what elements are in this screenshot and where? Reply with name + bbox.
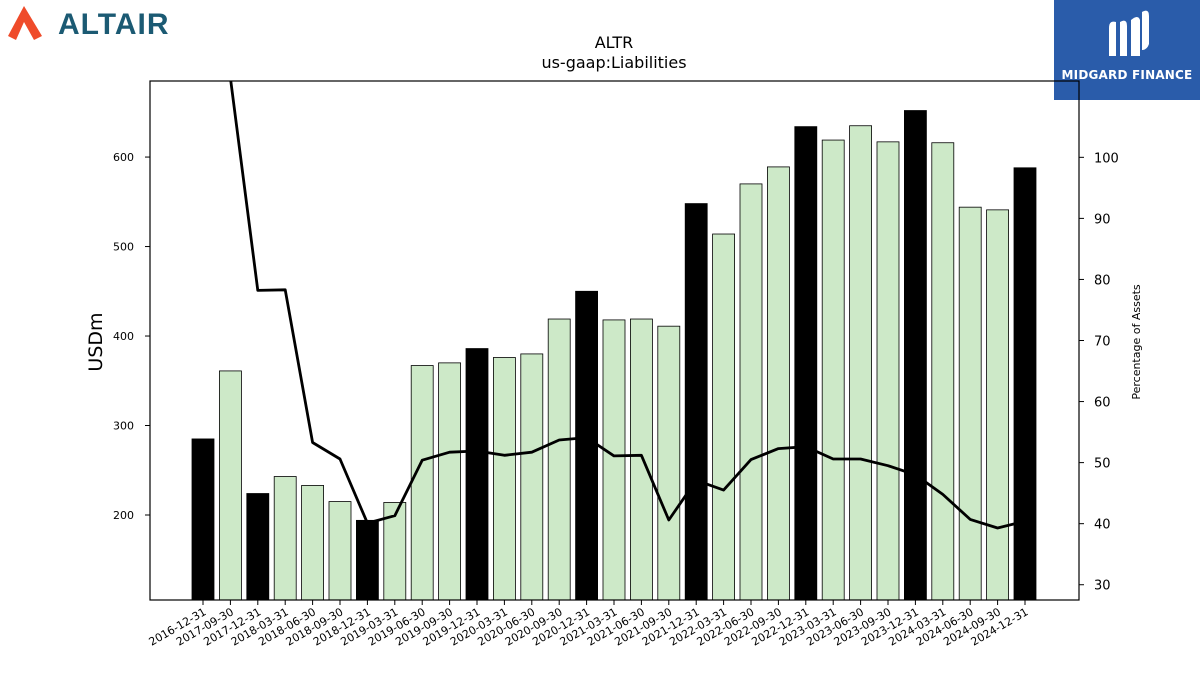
y2-tick-label: 80 bbox=[1094, 273, 1111, 288]
y2-tick-label: 50 bbox=[1094, 457, 1111, 472]
bar-2024-09-30 bbox=[986, 209, 1009, 601]
bar-2020-06-30 bbox=[520, 353, 544, 601]
y-tick-label: 400 bbox=[113, 330, 134, 343]
left-axis-ticks: 200 300 400 500 600 bbox=[113, 151, 150, 522]
bar-2023-12-31 bbox=[904, 110, 927, 601]
y2-tick-label: 40 bbox=[1094, 518, 1111, 533]
bar-2018-06-30 bbox=[301, 485, 325, 601]
bar-2023-03-31 bbox=[821, 139, 845, 601]
y-tick-label: 200 bbox=[113, 509, 134, 522]
chart-subtitle: us-gaap:Liabilities bbox=[541, 53, 686, 72]
bar-2019-06-30 bbox=[410, 365, 434, 601]
bar-2020-09-30 bbox=[547, 318, 571, 601]
bar-2017-12-31 bbox=[246, 493, 270, 601]
midgard-wordmark: MIDGARD FINANCE bbox=[1061, 68, 1193, 82]
y2-tick-label: 30 bbox=[1094, 579, 1111, 594]
bar-2023-09-30 bbox=[876, 141, 900, 601]
bar-2022-12-31 bbox=[794, 126, 818, 601]
y-tick-label: 500 bbox=[113, 241, 134, 254]
bar-2021-06-30 bbox=[630, 318, 653, 601]
bar-2024-12-31 bbox=[1013, 167, 1037, 601]
bar-2016-12-31 bbox=[191, 438, 215, 601]
y2-tick-label: 100 bbox=[1094, 151, 1119, 166]
y-axis-label: USDm bbox=[85, 312, 107, 371]
midgard-mark-icon bbox=[1109, 10, 1149, 57]
chart-title: ALTR bbox=[595, 33, 634, 52]
percentage-line bbox=[229, 81, 1026, 530]
bar-2022-06-30 bbox=[739, 183, 763, 601]
bar-2020-12-31 bbox=[575, 290, 598, 601]
y-tick-label: 600 bbox=[113, 151, 134, 164]
bars bbox=[191, 110, 1037, 601]
bar-2024-06-30 bbox=[958, 206, 982, 601]
y2-tick-label: 60 bbox=[1094, 396, 1111, 411]
bar-2017-09-30 bbox=[218, 370, 242, 601]
bar-2022-09-30 bbox=[767, 166, 790, 601]
bar-2021-12-31 bbox=[684, 203, 708, 601]
bar-2019-12-31 bbox=[465, 348, 489, 601]
midgard-finance-logo: MIDGARD FINANCE bbox=[1054, 0, 1200, 100]
altair-logo: ALTAIR bbox=[8, 6, 170, 41]
y2-tick-label: 90 bbox=[1094, 212, 1111, 227]
bar-2024-03-31 bbox=[931, 142, 955, 601]
bar-2018-12-31 bbox=[355, 519, 379, 601]
bar-2018-09-30 bbox=[328, 501, 352, 601]
bar-2021-09-30 bbox=[657, 325, 681, 601]
y2-tick-label: 70 bbox=[1094, 335, 1111, 350]
y2-axis-label: Percentage of Assets bbox=[1130, 284, 1143, 400]
bar-2021-03-31 bbox=[602, 319, 626, 601]
bar-2020-03-31 bbox=[492, 357, 516, 601]
bar-2023-06-30 bbox=[849, 125, 872, 601]
bar-2019-09-30 bbox=[438, 362, 462, 601]
altair-mark-icon bbox=[8, 6, 42, 40]
altair-wordmark: ALTAIR bbox=[58, 8, 170, 41]
x-axis-ticks: 2016-12-312017-09-302017-12-312018-03-31… bbox=[147, 600, 1031, 649]
percentage-of-assets-line bbox=[229, 81, 1026, 530]
bar-2022-03-31 bbox=[712, 233, 735, 601]
right-axis-ticks: 30 40 50 60 70 80 90 100 bbox=[1079, 151, 1119, 594]
y-tick-label: 300 bbox=[113, 420, 134, 433]
bar-2018-03-31 bbox=[273, 476, 297, 601]
